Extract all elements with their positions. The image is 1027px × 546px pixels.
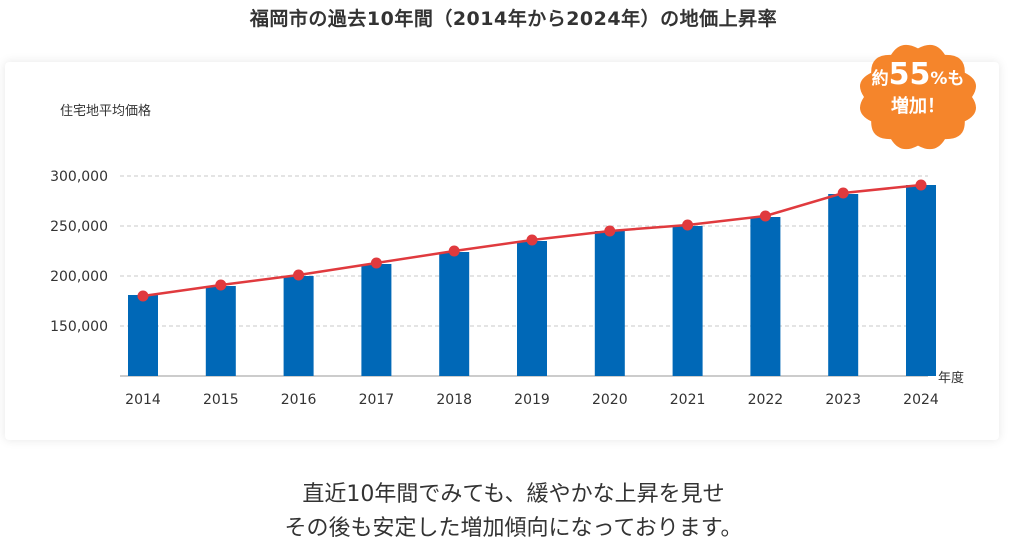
- x-tick-label: 2024: [903, 392, 939, 408]
- increase-badge: 約55%も 増加！: [846, 36, 990, 158]
- caption-line1: 直近10年間でみても、緩やかな上昇を見せ: [302, 482, 725, 507]
- bar-2018: [439, 252, 470, 376]
- y-tick-label: 150,000: [50, 319, 108, 335]
- badge-prefix: 約: [871, 69, 889, 89]
- bar-2016: [283, 276, 314, 376]
- trend-point-2017: [370, 257, 382, 269]
- trend-point-2021: [682, 219, 694, 231]
- x-tick-label: 2018: [436, 392, 472, 408]
- bar-2017: [361, 264, 392, 376]
- trend-point-2015: [215, 279, 227, 291]
- bar-2020: [594, 231, 625, 376]
- caption-line2: その後も安定した増加傾向になっております。: [284, 516, 743, 541]
- bar-2023: [828, 194, 859, 376]
- bar-2015: [205, 286, 236, 376]
- x-tick-label: 2016: [281, 392, 317, 408]
- x-tick-label: 2022: [748, 392, 784, 408]
- trend-point-2022: [759, 210, 771, 222]
- bar-2019: [517, 241, 547, 376]
- badge-number: 55: [888, 57, 931, 92]
- page-title: 福岡市の過去10年間（2014年から2024年）の地価上昇率: [249, 8, 778, 30]
- bar-2014: [128, 295, 158, 376]
- x-tick-label: 2015: [203, 392, 239, 408]
- x-tick-label: 2014: [125, 392, 161, 408]
- x-tick-label: 2017: [359, 392, 395, 408]
- y-axis-label: 住宅地平均価格: [60, 103, 151, 119]
- x-tick-label: 2020: [592, 392, 628, 408]
- bar-series: [128, 185, 936, 376]
- badge-unit: %: [930, 69, 948, 89]
- tick-labels: 150,000 200,000 250,000 300,000 2014 2015 2016…: [50, 169, 939, 408]
- x-tick-label: 2019: [514, 392, 550, 408]
- y-tick-label: 250,000: [50, 219, 108, 235]
- y-tick-label: 300,000: [50, 169, 108, 185]
- bar-2022: [750, 217, 781, 376]
- bar-2021: [672, 226, 703, 376]
- badge-line2: 増加！: [891, 96, 945, 117]
- trend-point-2020: [604, 225, 616, 237]
- trend-point-2016: [293, 269, 305, 281]
- bar-2024: [906, 185, 936, 376]
- trend-point-2024: [915, 179, 927, 191]
- badge-suffix: も: [947, 69, 965, 89]
- trend-point-2023: [837, 187, 849, 199]
- trend-point-2014: [137, 290, 149, 302]
- y-tick-label: 200,000: [50, 269, 108, 285]
- badge-burst-shape: [859, 44, 977, 150]
- trend-point-2019: [526, 234, 538, 246]
- line-series: [137, 179, 927, 302]
- x-axis-label: 年度: [938, 370, 964, 386]
- trend-point-2018: [448, 245, 460, 257]
- x-tick-label: 2023: [825, 392, 861, 408]
- x-tick-label: 2021: [670, 392, 706, 408]
- caption: 直近10年間でみても、緩やかな上昇を見せ その後も安定した増加傾向になっておりま…: [0, 478, 1027, 546]
